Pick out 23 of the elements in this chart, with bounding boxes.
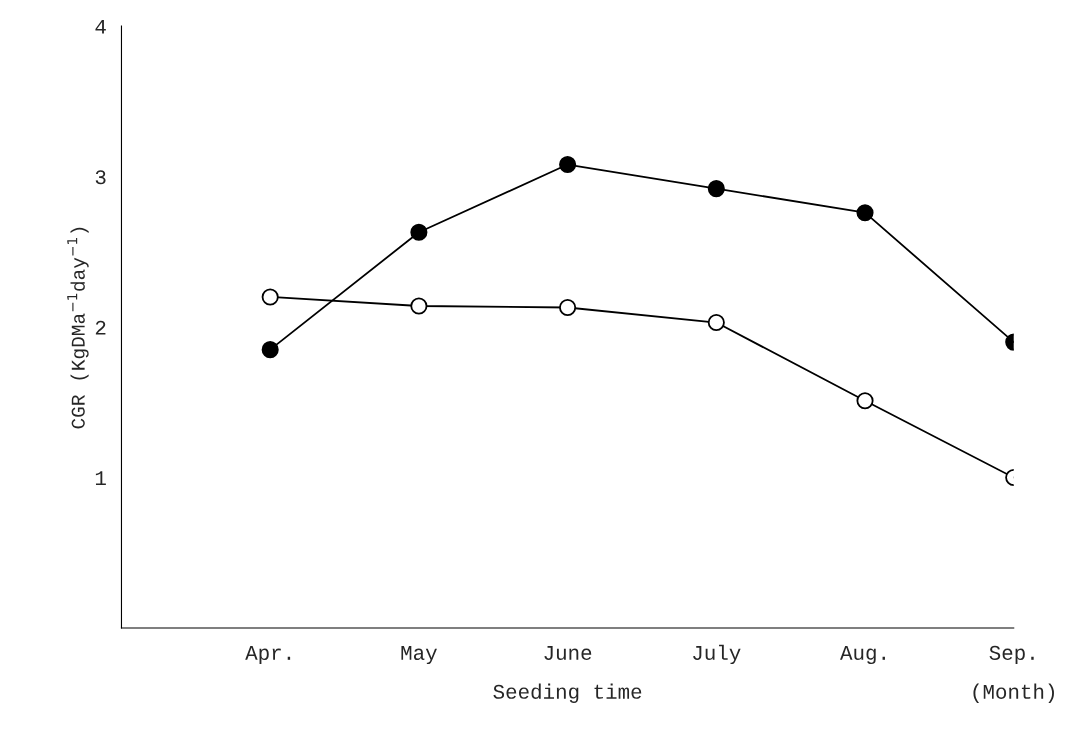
point [559,298,577,317]
x-tick-label: June [544,646,592,660]
point [410,223,428,241]
y-tick-label: 1 [95,471,106,486]
y-tick-label: 4 [95,19,106,34]
y-tick-label: 3 [95,170,106,185]
x-axis-title: Seeding time [493,683,642,703]
text: (Month) [973,683,1054,704]
point [856,392,874,410]
x-tick-label: July [693,644,741,665]
point [410,297,428,315]
point [261,288,279,306]
y-axis-title: CGR (KgDMa$^{−1}$day$^{−1}$) [67,227,89,429]
point [856,204,874,222]
x-tick-label: Aug. [840,646,885,665]
point [559,155,577,174]
x-tick-label: May [401,646,437,665]
x-tick-label: Apr. [245,646,291,665]
point [261,341,279,359]
x-tick-label: Sep. [989,645,1034,665]
point [707,313,725,332]
point [707,180,725,198]
y-tick-label: 2 [95,320,106,335]
